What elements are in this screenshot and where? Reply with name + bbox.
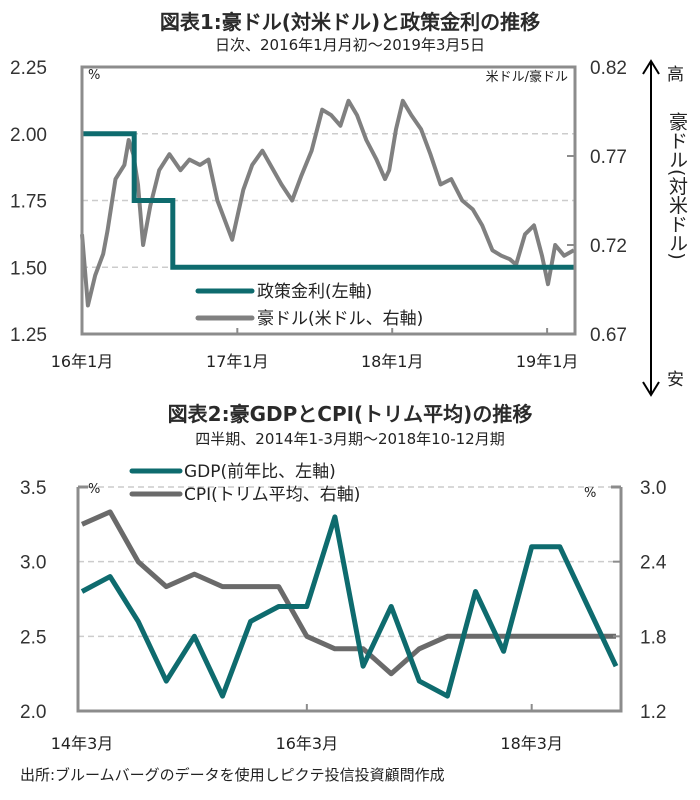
chart1-right-unit: 米ドル/豪ドル — [486, 69, 568, 85]
cpi-line — [80, 509, 616, 677]
chart2-left-tick-label: 2.5 — [20, 627, 46, 648]
chart2-right-tick-label: 1.8 — [640, 627, 666, 648]
chart2-subtitle: 四半期、2014年1-3月期〜2018年10-12月期 — [195, 430, 505, 448]
chart2-frame — [76, 487, 623, 713]
chart2-title: 図表2:豪GDPとCPI(トリム平均)の推移 — [167, 402, 533, 426]
chart1-right-tick-label: 0.72 — [590, 236, 627, 257]
legend-label-cpi: CPI(トリム平均、右軸) — [184, 485, 360, 505]
chart2-x-tick-label: 14年3月 — [51, 734, 114, 753]
arrow-down-icon — [642, 381, 660, 397]
chart2-right-tick-label: 3.0 — [640, 478, 666, 499]
chart2-left-tick-label: 3.5 — [20, 478, 46, 499]
chart1-right-tick-label: 0.67 — [590, 325, 627, 346]
legend-label-rate: 政策金利(左軸) — [257, 282, 372, 302]
annotation-aud-vertical: 豪ドル(対米ドル) — [666, 112, 688, 260]
chart1-subtitle: 日次、2016年1月月初〜2019年3月5日 — [215, 36, 485, 54]
chart1-right-tick-label: 0.82 — [590, 58, 627, 79]
annotation-high: 高 — [667, 65, 684, 85]
legend-label-gdp: GDP(前年比、左軸) — [184, 462, 336, 482]
chart2-left-unit: % — [88, 482, 100, 497]
source-note: 出所:ブルームバーグのデータを使用しピクテ投信投資顧問作成 — [20, 766, 445, 784]
chart1-left-tick-label: 2.25 — [10, 58, 47, 79]
chart1-left-unit: % — [88, 68, 100, 83]
chart2-left-tick-label: 2.0 — [20, 702, 46, 723]
chart2-right-tick-label: 1.2 — [640, 702, 666, 723]
chart1-left-tick-label: 1.75 — [10, 192, 47, 213]
annotation-low: 安 — [667, 370, 684, 390]
policy-rate-line — [82, 131, 574, 270]
chart2-right-unit: % — [584, 486, 596, 501]
chart1-title: 図表1:豪ドル(対米ドル)と政策金利の推移 — [159, 10, 541, 34]
legend-label-aud: 豪ドル(米ドル、右軸) — [257, 308, 423, 329]
chart2-right-tick-label: 2.4 — [640, 553, 667, 574]
chart1-x-tick-label: 17年1月 — [206, 352, 269, 371]
chart1-x-tick-label: 19年1月 — [516, 352, 579, 371]
chart1-svg: 2.25 2.00 1.75 1.50 1.25 0.82 0.77 0.72 0.67 16年1… — [10, 58, 688, 397]
chart1-frame — [80, 65, 577, 336]
chart1-left-tick-label: 1.25 — [10, 325, 47, 346]
chart1-x-tick-label: 16年1月 — [51, 352, 114, 371]
aud-usd-line — [80, 98, 575, 308]
arrow-up-icon — [642, 59, 660, 75]
chart1-right-tick-label: 0.77 — [590, 147, 627, 168]
chart2-x-tick-label: 18年3月 — [500, 734, 563, 753]
chart2-x-tick-label: 16年3月 — [276, 734, 339, 753]
gdp-line — [80, 514, 619, 699]
chart1-x-tick-label: 18年1月 — [361, 352, 424, 371]
chart1-left-tick-label: 1.50 — [10, 258, 47, 279]
chart1-left-tick-label: 2.00 — [10, 125, 47, 146]
chart2-left-tick-label: 3.0 — [20, 553, 46, 574]
